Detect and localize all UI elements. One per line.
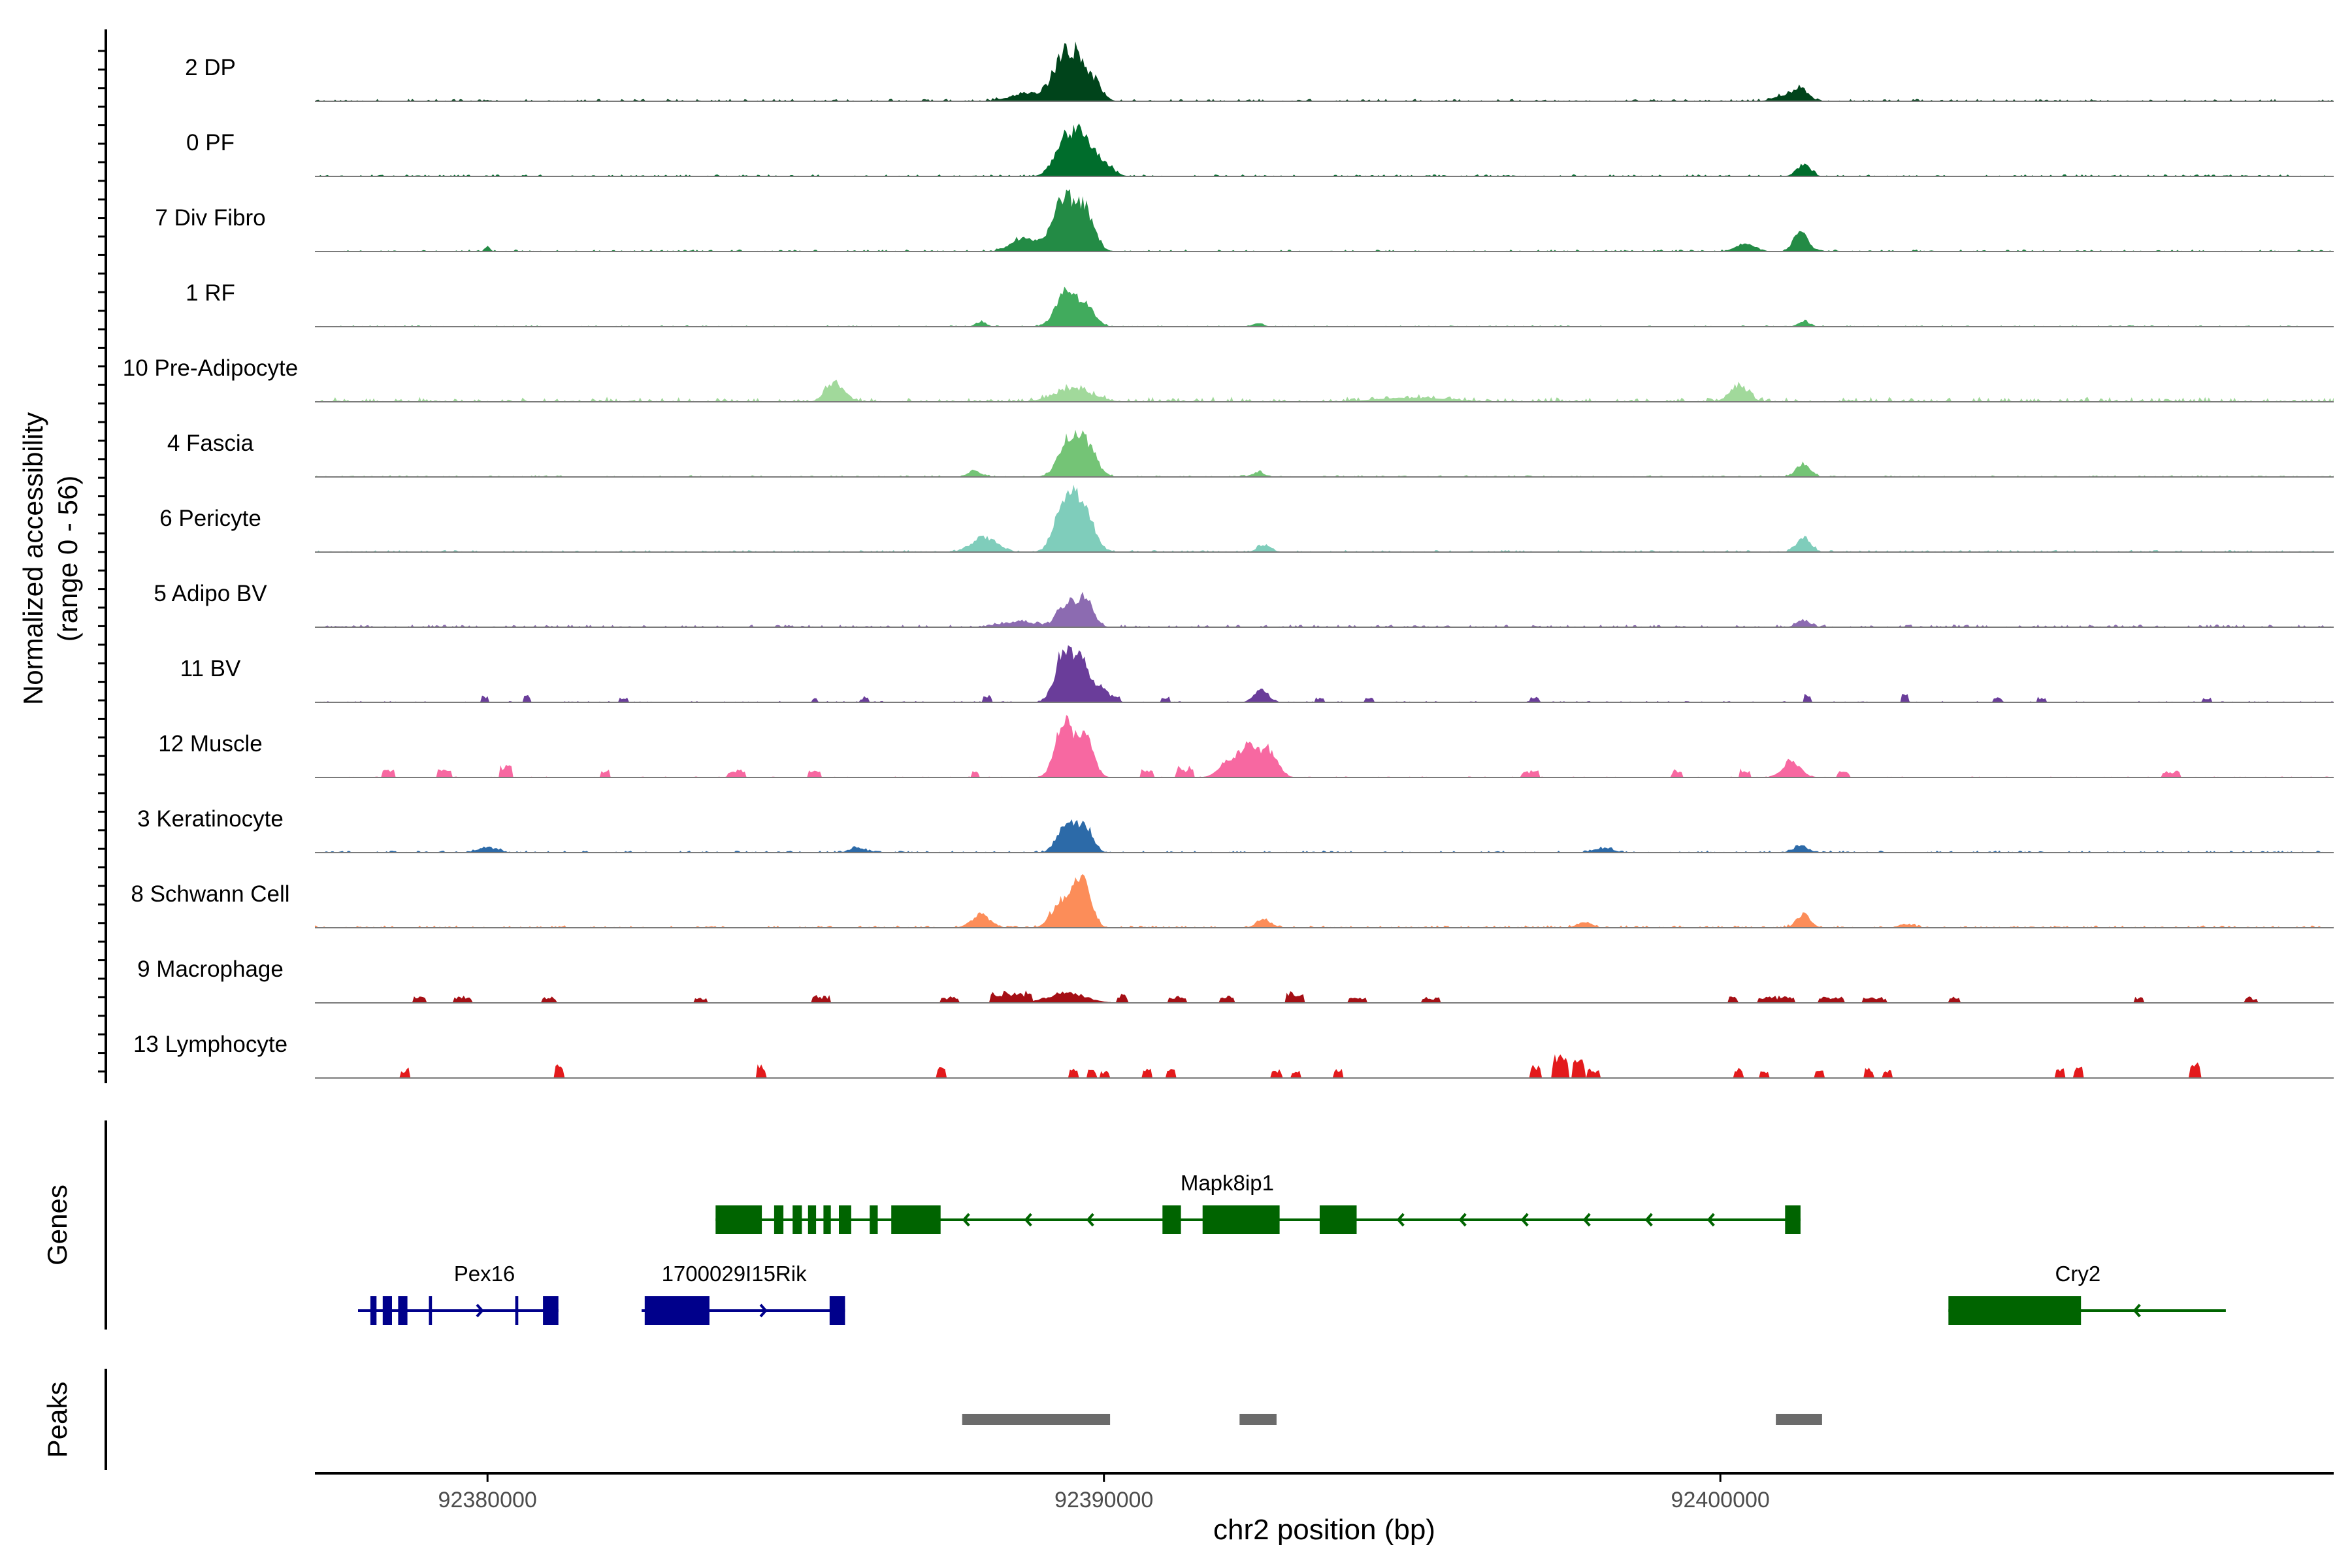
coverage-tracks: 2 DP 0 PF 7 Div Fibro 1 RF 10 Pre-Adipocyte 4… <box>123 41 2334 1079</box>
gene-exon <box>398 1296 408 1325</box>
gene-strand-chevron <box>1024 1213 1032 1227</box>
coverage-track-area <box>315 429 2334 477</box>
gene-exon <box>382 1296 392 1325</box>
coverage-track-label: 0 PF <box>186 130 235 155</box>
y-axis-title-line2: (range 0 - 56) <box>52 476 83 642</box>
gene-exon <box>429 1296 433 1325</box>
gene-exon <box>715 1205 762 1234</box>
x-axis-title: chr2 position (bp) <box>1213 1514 1435 1546</box>
coverage-track-area <box>315 990 2334 1003</box>
coverage-track-label: 2 DP <box>185 55 236 80</box>
gene-exon <box>543 1296 559 1325</box>
coverage-track-area <box>315 591 2334 627</box>
gene-name-label: 1700029I15Rik <box>662 1262 808 1286</box>
gene-strand-chevron <box>476 1303 484 1318</box>
gene-strand-chevron <box>1644 1213 1653 1227</box>
coverage-track-area <box>315 286 2334 327</box>
peak-region-bar <box>962 1414 1111 1425</box>
coverage-track-label: 10 Pre-Adipocyte <box>123 355 298 381</box>
gene-strand-chevron <box>1707 1213 1715 1227</box>
gene-strand-chevron <box>1520 1213 1529 1227</box>
gene-exon <box>1948 1296 2082 1325</box>
gene-exon <box>370 1296 377 1325</box>
gene-strand-chevron <box>759 1303 768 1318</box>
coverage-track-label: 6 Pericyte <box>159 506 261 531</box>
peak-region-bar <box>1776 1414 1822 1425</box>
gene-strand-chevron <box>962 1213 970 1227</box>
gene-strand-chevron <box>2132 1303 2141 1318</box>
genes-panel-label: Genes <box>42 1184 73 1266</box>
gene-exon <box>774 1205 784 1234</box>
gene-exon <box>1785 1205 1801 1234</box>
coverage-track-area <box>315 874 2334 928</box>
coverage-track-label: 4 Fascia <box>167 431 254 456</box>
gene-exon <box>644 1296 710 1325</box>
coverage-track-area <box>315 715 2334 777</box>
gene-strand-chevron <box>1458 1213 1467 1227</box>
gene-exon <box>792 1205 802 1234</box>
coverage-track-area <box>315 485 2334 552</box>
coverage-track-area <box>315 41 2334 101</box>
coverage-track-area <box>315 645 2334 702</box>
gene-name-label: Mapk8ip1 <box>1181 1171 1274 1195</box>
gene-exon <box>870 1205 878 1234</box>
gene-exon <box>1162 1205 1181 1234</box>
gene-exon <box>1319 1205 1357 1234</box>
gene-name-label: Pex16 <box>454 1262 515 1286</box>
peak-region-bar <box>1239 1414 1277 1425</box>
peak-regions-panel <box>962 1414 1822 1425</box>
coverage-track-label: 8 Schwann Cell <box>131 881 289 907</box>
coverage-track-area <box>315 1054 2334 1078</box>
coverage-track-label: 1 RF <box>186 280 235 306</box>
gene-strand-chevron <box>1582 1213 1591 1227</box>
gene-name-label: Cry2 <box>2055 1262 2101 1286</box>
coverage-track-label: 12 Muscle <box>158 731 263 757</box>
coverage-track-label: 9 Macrophage <box>137 956 284 982</box>
coverage-track-label: 13 Lymphocyte <box>133 1032 287 1057</box>
gene-exon <box>823 1205 831 1234</box>
gene-exon <box>891 1205 941 1234</box>
x-axis-tick-label: 92390000 <box>1054 1488 1153 1512</box>
gene-exon <box>515 1296 519 1325</box>
coverage-track-label: 5 Adipo BV <box>154 581 267 606</box>
coverage-track-label: 11 BV <box>180 656 241 681</box>
x-axis-tick-label: 92380000 <box>438 1488 537 1512</box>
coverage-track-area <box>315 123 2334 176</box>
coverage-track-area <box>315 189 2334 252</box>
gene-exon <box>808 1205 817 1234</box>
coverage-track-label: 3 Keratinocyte <box>137 806 284 832</box>
x-axis-tick-label: 92400000 <box>1671 1488 1770 1512</box>
x-axis: 92380000 92390000 92400000 <box>438 1473 1770 1512</box>
gene-strand-chevron <box>1396 1213 1405 1227</box>
gene-exon <box>829 1296 845 1325</box>
coverage-track-area <box>315 380 2334 402</box>
coverage-track-label: 7 Div Fibro <box>155 205 265 231</box>
peaks-panel-label: Peaks <box>42 1382 73 1458</box>
coverage-track-area <box>315 819 2334 853</box>
gene-exon <box>1202 1205 1280 1234</box>
coverage-y-axis <box>98 29 107 1083</box>
gene-strand-chevron <box>1086 1213 1094 1227</box>
gene-exon <box>839 1205 851 1234</box>
y-axis-title-line1: Normalized accessibility <box>18 412 48 705</box>
gene-annotation-panel: Mapk8ip1 Pex16 1700029I15Rik Cry2 <box>358 1171 2226 1325</box>
